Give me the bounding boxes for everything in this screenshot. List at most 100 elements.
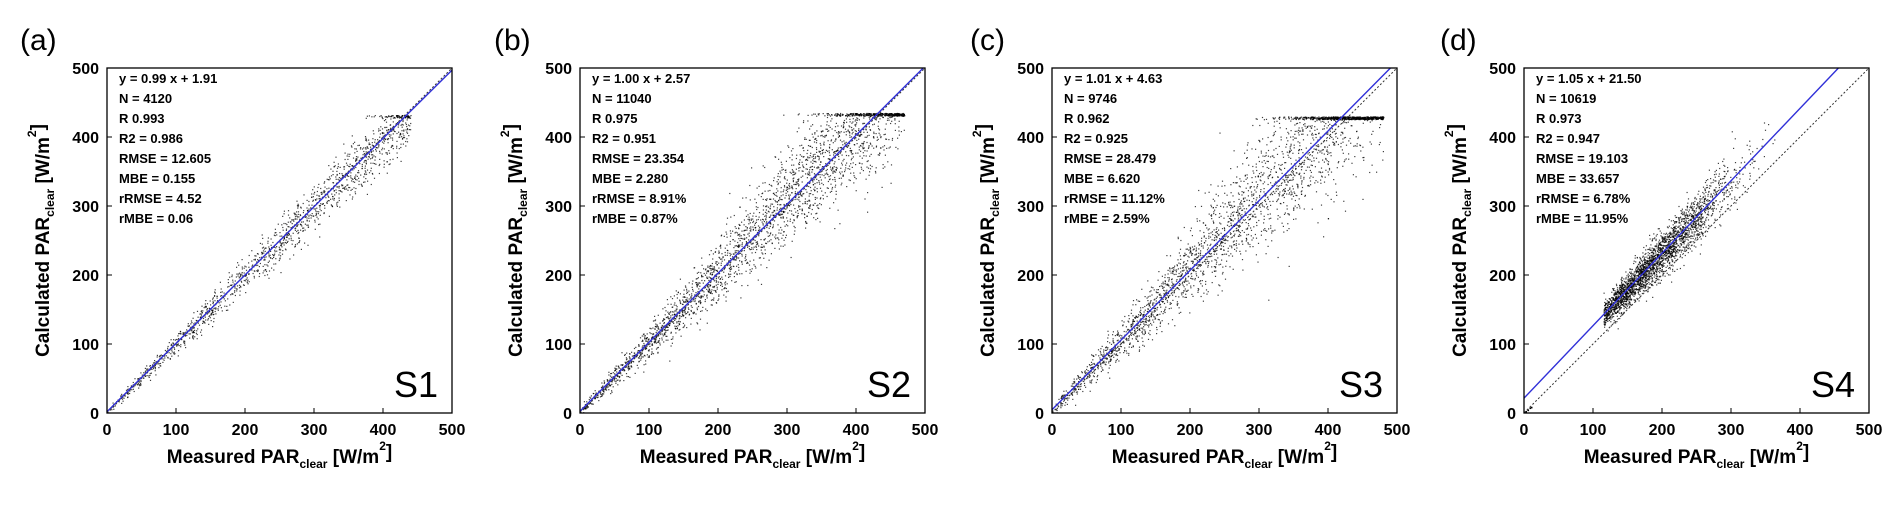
data-point — [371, 154, 373, 156]
data-point — [372, 150, 374, 152]
data-point — [383, 160, 385, 162]
data-point — [586, 407, 588, 409]
data-point — [832, 166, 834, 169]
data-point — [679, 299, 681, 301]
data-point — [311, 213, 313, 215]
data-point — [1071, 393, 1073, 395]
data-point — [1228, 221, 1230, 223]
data-point — [1112, 338, 1114, 340]
data-point — [810, 152, 812, 154]
data-point — [1128, 329, 1131, 331]
data-point — [1253, 172, 1255, 174]
data-point — [788, 188, 790, 190]
data-point — [180, 346, 182, 348]
data-point — [655, 331, 657, 334]
data-point — [859, 134, 861, 136]
data-point — [121, 393, 123, 395]
data-point — [318, 183, 320, 185]
data-point — [382, 135, 384, 137]
data-point — [398, 136, 400, 138]
data-point — [628, 366, 630, 368]
data-point — [844, 128, 847, 130]
data-point — [782, 234, 784, 236]
data-point — [289, 221, 291, 223]
data-point — [316, 198, 318, 200]
data-point — [1225, 253, 1228, 255]
data-point — [735, 251, 737, 254]
data-point — [1270, 169, 1272, 171]
data-point — [1103, 357, 1105, 360]
data-point — [718, 256, 720, 258]
data-point — [747, 218, 749, 220]
data-point — [272, 241, 274, 244]
data-point — [1362, 157, 1364, 159]
data-point — [795, 184, 797, 186]
data-point — [408, 116, 410, 118]
data-point — [1298, 127, 1300, 129]
data-point — [1327, 121, 1329, 123]
data-point — [891, 115, 893, 117]
data-point — [772, 224, 774, 226]
data-point — [160, 354, 162, 356]
data-point — [615, 377, 617, 380]
data-point — [771, 212, 773, 214]
data-point — [829, 178, 831, 180]
data-point — [352, 178, 354, 180]
data-point — [854, 144, 856, 146]
data-point — [837, 113, 839, 115]
data-point — [658, 340, 660, 342]
data-point — [351, 178, 353, 180]
data-point — [1176, 264, 1178, 266]
data-point — [337, 201, 339, 203]
data-point — [668, 319, 671, 322]
data-point — [1159, 303, 1161, 305]
data-point — [786, 207, 788, 209]
data-point — [779, 208, 781, 210]
data-point — [824, 135, 826, 137]
data-point — [796, 216, 798, 218]
data-point — [1171, 319, 1174, 321]
data-point — [392, 127, 394, 129]
data-point — [828, 150, 830, 152]
data-point — [893, 114, 895, 116]
data-point — [776, 181, 778, 183]
data-point — [1238, 243, 1240, 245]
data-point — [1313, 117, 1315, 119]
data-point — [701, 279, 703, 282]
data-point — [239, 276, 241, 278]
data-point — [846, 121, 848, 123]
y-tick-label: 200 — [545, 268, 572, 285]
data-point — [403, 137, 406, 139]
data-point — [657, 334, 659, 336]
data-point — [889, 114, 891, 116]
data-point — [338, 190, 340, 192]
data-point — [871, 145, 873, 147]
data-point — [803, 213, 805, 215]
data-point — [400, 146, 402, 149]
data-point — [215, 313, 217, 315]
data-point — [276, 246, 278, 248]
data-point — [884, 166, 886, 168]
data-point — [736, 273, 738, 275]
data-point — [647, 339, 649, 341]
data-point — [878, 132, 880, 134]
data-point — [692, 280, 694, 282]
data-point — [861, 168, 863, 170]
data-point — [1084, 378, 1086, 381]
data-point — [315, 199, 317, 201]
data-point — [1173, 291, 1175, 293]
data-point — [746, 242, 748, 244]
data-point — [326, 200, 328, 202]
data-point — [386, 153, 388, 155]
data-point — [1177, 259, 1179, 261]
data-point — [867, 113, 869, 115]
data-point — [1129, 342, 1131, 344]
data-point — [308, 215, 310, 217]
data-point — [212, 297, 214, 299]
data-point — [674, 319, 676, 321]
data-point — [700, 297, 702, 299]
data-point — [743, 234, 745, 236]
data-point — [1163, 286, 1165, 288]
data-point — [349, 166, 351, 168]
data-point — [765, 214, 767, 216]
